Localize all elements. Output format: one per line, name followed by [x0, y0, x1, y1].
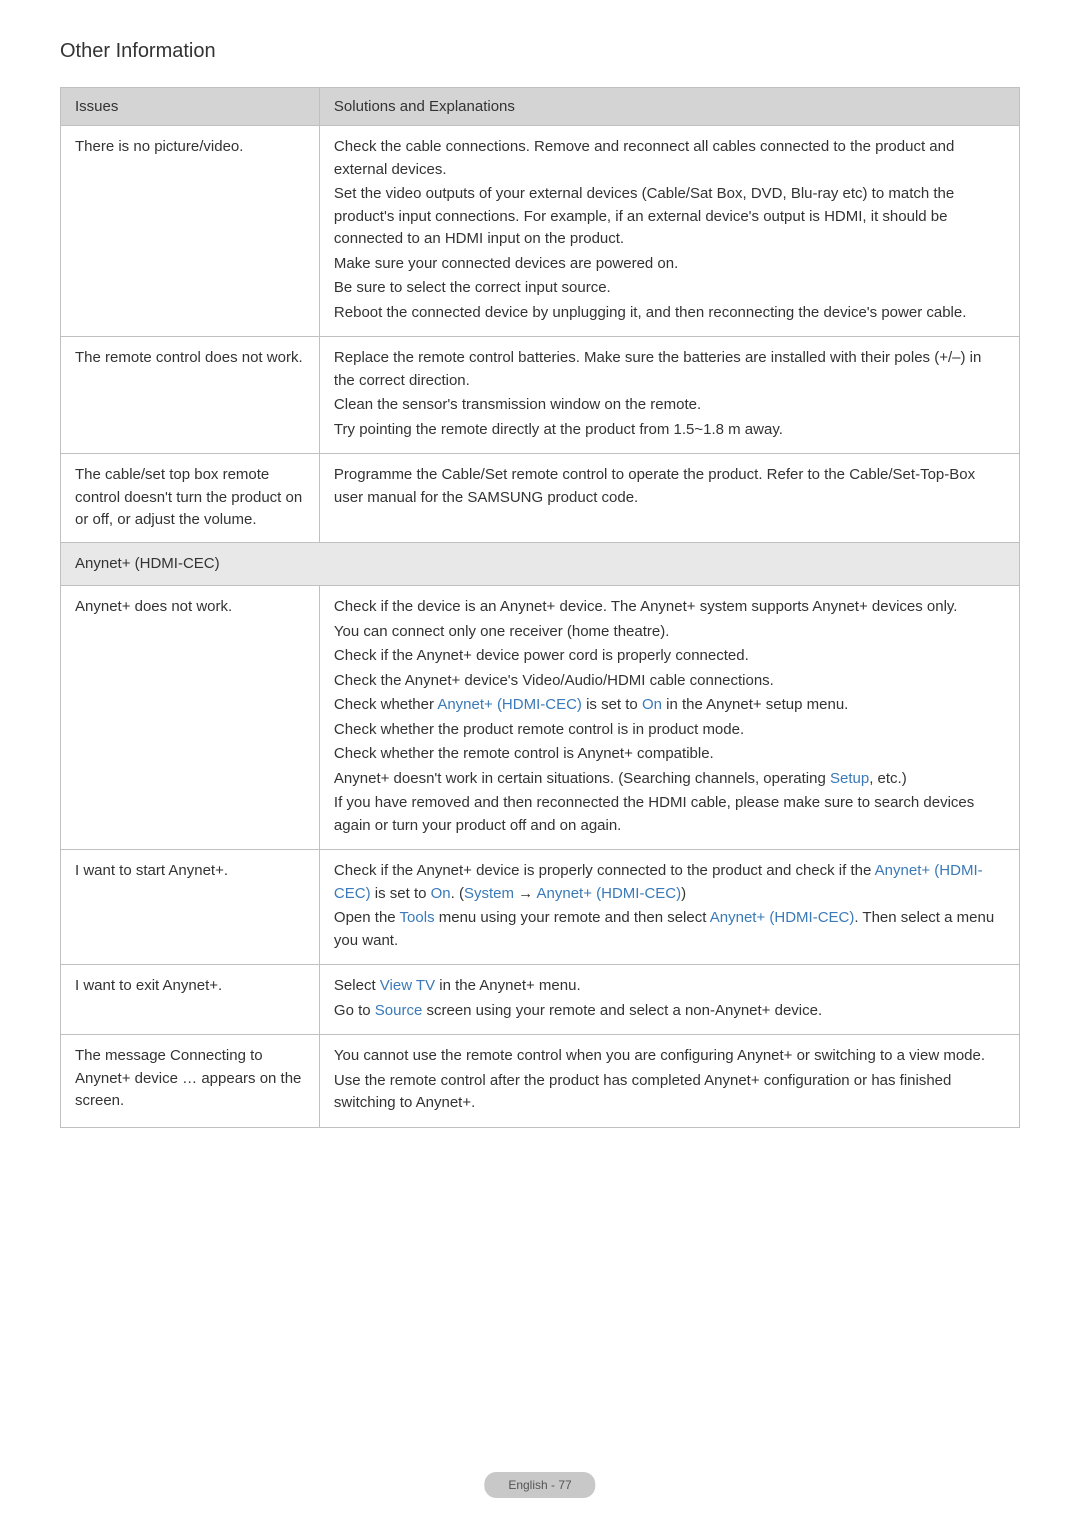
troubleshooting-table: Issues Solutions and Explanations There …: [60, 87, 1020, 1128]
solution-line: Go to Source screen using your remote an…: [334, 1000, 1005, 1023]
menu-link: Tools: [400, 909, 435, 926]
solution-cell: Check if the Anynet+ device is properly …: [319, 850, 1019, 965]
issue-cell: There is no picture/video.: [61, 126, 320, 337]
solution-line: Check if the Anynet+ device is properly …: [334, 860, 1005, 905]
table-row: The remote control does not work. Replace…: [61, 337, 1020, 454]
issue-cell: Anynet+ does not work.: [61, 586, 320, 850]
solution-cell: Replace the remote control batteries. Ma…: [319, 337, 1019, 454]
solution-line: Try pointing the remote directly at the …: [334, 419, 1005, 442]
issue-cell: I want to exit Anynet+.: [61, 965, 320, 1035]
header-issues: Issues: [61, 88, 320, 126]
menu-link: View TV: [380, 977, 435, 994]
page-footer: English - 77: [484, 1476, 595, 1494]
solution-line: Check whether Anynet+ (HDMI-CEC) is set …: [334, 694, 1005, 717]
page-title: Other Information: [60, 40, 1020, 63]
menu-link: System: [464, 885, 514, 902]
solution-line: Check the cable connections. Remove and …: [334, 136, 1005, 181]
page-number-badge: English - 77: [484, 1472, 595, 1498]
solution-line: Make sure your connected devices are pow…: [334, 253, 1005, 276]
solution-line: Check the Anynet+ device's Video/Audio/H…: [334, 670, 1005, 693]
section-cell: Anynet+ (HDMI-CEC): [61, 542, 1020, 586]
menu-link: Setup: [830, 770, 869, 787]
table-row: Anynet+ (HDMI-CEC): [61, 542, 1020, 586]
solution-cell: Programme the Cable/Set remote control t…: [319, 454, 1019, 543]
solution-line: Set the video outputs of your external d…: [334, 183, 1005, 251]
table-row: There is no picture/video. Check the cabl…: [61, 126, 1020, 337]
table-header-row: Issues Solutions and Explanations: [61, 88, 1020, 126]
solution-line: Check whether the product remote control…: [334, 719, 1005, 742]
solution-cell: Check the cable connections. Remove and …: [319, 126, 1019, 337]
solution-line: Replace the remote control batteries. Ma…: [334, 347, 1005, 392]
table-row: I want to exit Anynet+.Select View TV in…: [61, 965, 1020, 1035]
issue-cell: The cable/set top box remote control doe…: [61, 454, 320, 543]
solution-cell: You cannot use the remote control when y…: [319, 1035, 1019, 1128]
menu-link: Source: [375, 1002, 423, 1019]
solution-line: Select View TV in the Anynet+ menu.: [334, 975, 1005, 998]
solution-line: Clean the sensor's transmission window o…: [334, 394, 1005, 417]
solution-line: If you have removed and then reconnected…: [334, 792, 1005, 837]
solution-line: You cannot use the remote control when y…: [334, 1045, 1005, 1068]
solution-line: Check whether the remote control is Anyn…: [334, 743, 1005, 766]
menu-link: Anynet+ (HDMI-CEC): [437, 696, 582, 713]
solution-line: Open the Tools menu using your remote an…: [334, 907, 1005, 952]
issue-cell: The remote control does not work.: [61, 337, 320, 454]
solution-line: Be sure to select the correct input sour…: [334, 277, 1005, 300]
menu-link: Anynet+ (HDMI-CEC): [710, 909, 855, 926]
solution-line: Check if the Anynet+ device power cord i…: [334, 645, 1005, 668]
table-row: The cable/set top box remote control doe…: [61, 454, 1020, 543]
solution-line: Programme the Cable/Set remote control t…: [334, 464, 1005, 509]
menu-link: Anynet+ (HDMI-CEC): [537, 885, 682, 902]
solution-line: You can connect only one receiver (home …: [334, 621, 1005, 644]
solution-line: Anynet+ doesn't work in certain situatio…: [334, 768, 1005, 791]
solution-cell: Select View TV in the Anynet+ menu.Go to…: [319, 965, 1019, 1035]
table-row: The message Connecting to Anynet+ device…: [61, 1035, 1020, 1128]
solution-cell: Check if the device is an Anynet+ device…: [319, 586, 1019, 850]
table-row: I want to start Anynet+. Check if the Any…: [61, 850, 1020, 965]
menu-link: On: [642, 696, 662, 713]
issue-cell: The message Connecting to Anynet+ device…: [61, 1035, 320, 1128]
menu-link: On: [431, 885, 451, 902]
solution-line: Reboot the connected device by unpluggin…: [334, 302, 1005, 325]
header-solutions: Solutions and Explanations: [319, 88, 1019, 126]
table-row: Anynet+ does not work. Check if the devic…: [61, 586, 1020, 850]
solution-line: Use the remote control after the product…: [334, 1070, 1005, 1115]
issue-cell: I want to start Anynet+.: [61, 850, 320, 965]
solution-line: Check if the device is an Anynet+ device…: [334, 596, 1005, 619]
